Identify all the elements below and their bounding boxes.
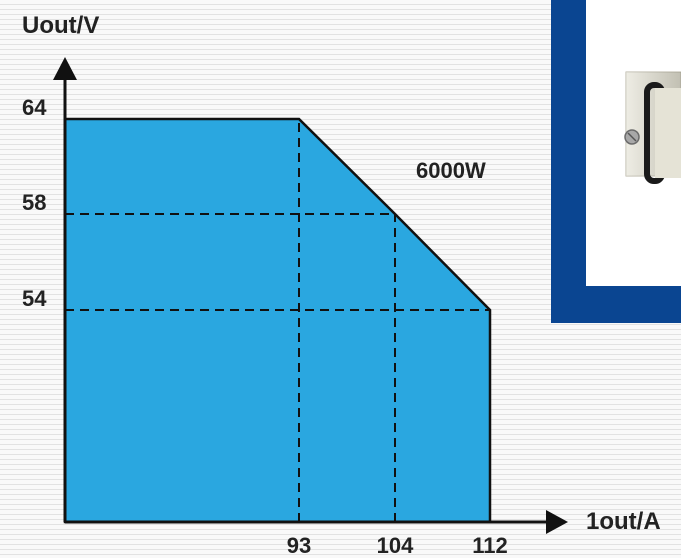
x-axis-title: 1out/A xyxy=(586,508,661,535)
x-axis-arrow-icon xyxy=(546,510,568,534)
y-tick-label-54: 54 xyxy=(22,286,47,311)
screw-icon xyxy=(624,129,640,145)
handle-icon xyxy=(644,82,681,184)
x-tick-label-112: 112 xyxy=(472,533,508,558)
guide-lines xyxy=(65,119,490,522)
x-tick-labels: 93 104 112 xyxy=(287,533,508,558)
y-axis-arrow-icon xyxy=(53,57,77,80)
product-photo xyxy=(551,0,681,323)
x-tick-label-93: 93 xyxy=(287,533,311,558)
y-axis-title: Uout/V xyxy=(22,12,99,39)
y-tick-label-64: 64 xyxy=(22,95,47,120)
y-tick-labels: 54 58 64 xyxy=(22,95,47,311)
y-tick-label-58: 58 xyxy=(22,190,46,215)
power-limit-label: 6000W xyxy=(416,158,486,183)
x-tick-label-104: 104 xyxy=(377,533,414,558)
